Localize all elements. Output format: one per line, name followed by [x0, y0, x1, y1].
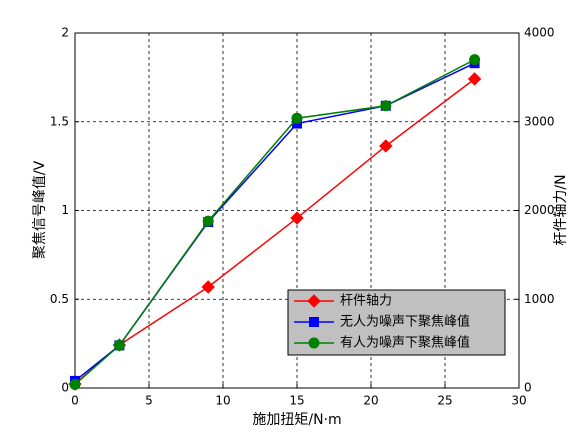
y-tick-label: 0.5: [50, 292, 69, 306]
x-tick-label: 15: [289, 394, 304, 408]
y2-tick-label: 0: [524, 381, 532, 395]
marker: [69, 378, 81, 390]
y2-tick-label: 1000: [524, 292, 555, 306]
y-tick-label: 0: [61, 381, 69, 395]
marker: [113, 339, 125, 351]
legend-label: 有人为噪声下聚焦峰值: [340, 335, 470, 351]
marker: [379, 139, 393, 153]
legend-marker: [307, 294, 321, 308]
series-line: [74, 58, 475, 386]
x-tick-label: 25: [437, 394, 452, 408]
x-tick-label: 30: [511, 394, 526, 408]
x-tick-label: 5: [145, 394, 153, 408]
legend-label: 无人为噪声下聚焦峰值: [340, 314, 470, 330]
legend-label: 杆件轴力: [340, 294, 392, 309]
y-tick-label: 1: [61, 203, 69, 217]
x-axis-label: 施加扭矩/N·m: [252, 412, 341, 428]
legend-marker: [309, 317, 319, 327]
y2-axis-label: 杆件轴力/N: [553, 174, 569, 245]
y2-tick-label: 3000: [524, 114, 555, 128]
y-axis-label: 聚焦信号峰值/V: [32, 160, 48, 259]
marker: [290, 211, 304, 225]
y2-tick-label: 2000: [524, 203, 555, 217]
marker: [469, 54, 481, 66]
x-tick-label: 20: [363, 394, 378, 408]
y-tick-label: 2: [61, 26, 69, 40]
x-tick-label: 10: [215, 394, 230, 408]
marker: [291, 112, 303, 124]
plot-frame: [74, 32, 520, 389]
marker: [380, 100, 392, 112]
marker: [202, 215, 214, 227]
legend-marker: [308, 337, 320, 349]
x-tick-label: 0: [71, 394, 79, 408]
y2-tick-label: 4000: [524, 26, 555, 40]
marker: [467, 72, 482, 86]
marker: [201, 280, 215, 294]
y-tick-label: 1.5: [50, 114, 69, 128]
